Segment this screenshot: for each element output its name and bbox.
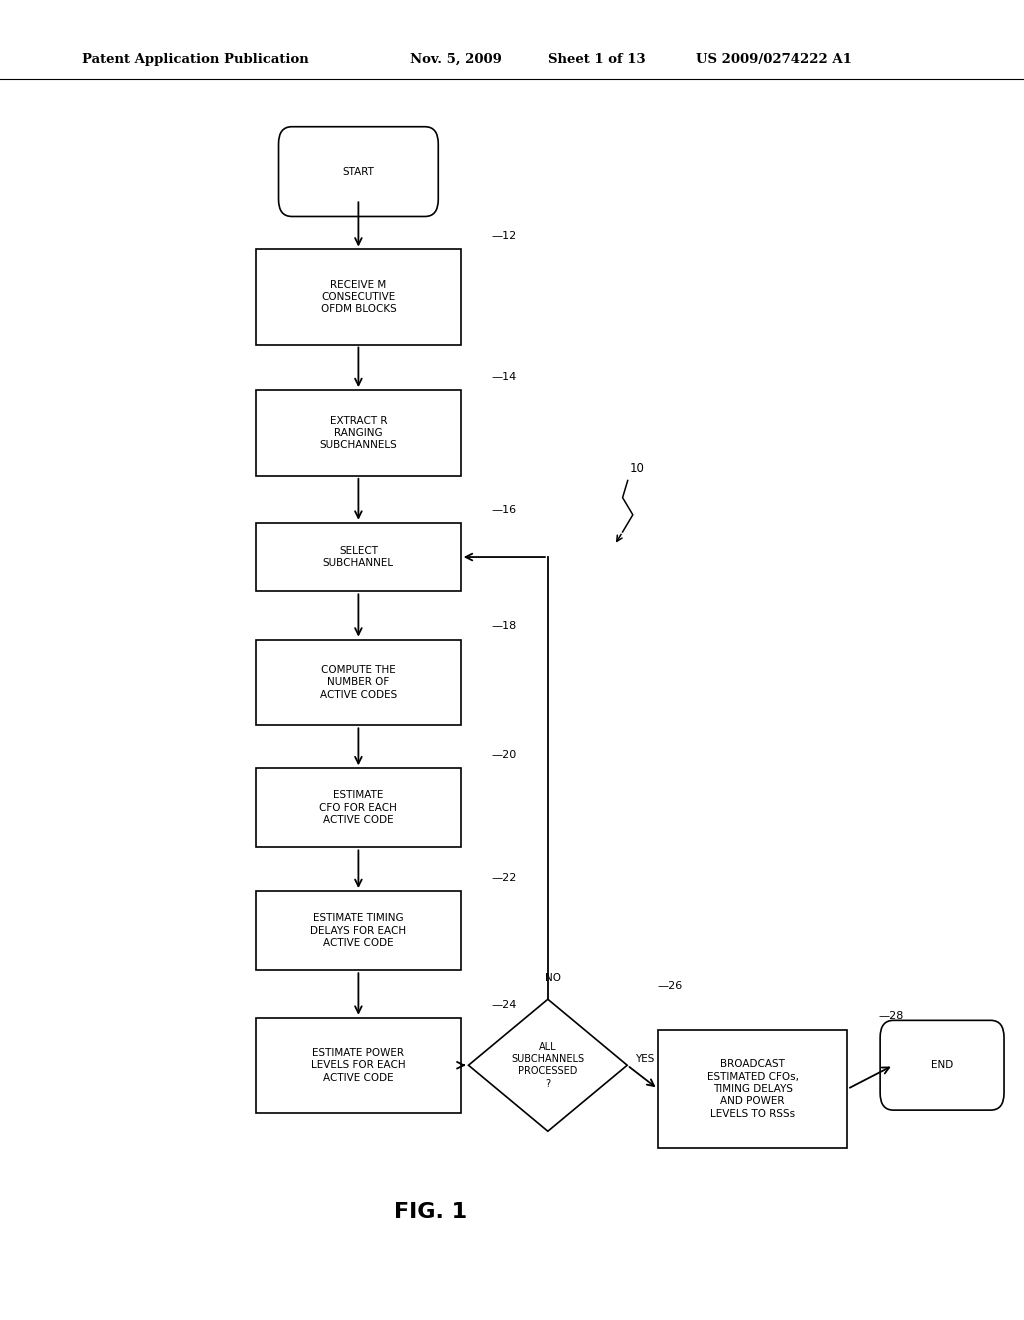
Bar: [256, 768, 461, 847]
Bar: [657, 1030, 847, 1148]
Text: —26: —26: [658, 981, 683, 991]
Bar: [256, 891, 461, 970]
Text: US 2009/0274222 A1: US 2009/0274222 A1: [696, 53, 852, 66]
Text: END: END: [931, 1060, 953, 1071]
Text: SELECT
SUBCHANNEL: SELECT SUBCHANNEL: [323, 546, 394, 568]
Text: BROADCAST
ESTIMATED CFOs,
TIMING DELAYS
AND POWER
LEVELS TO RSSs: BROADCAST ESTIMATED CFOs, TIMING DELAYS …: [707, 1059, 799, 1119]
Polygon shape: [469, 999, 627, 1131]
Text: FIG. 1: FIG. 1: [393, 1201, 467, 1222]
Text: YES: YES: [635, 1053, 654, 1064]
Text: Sheet 1 of 13: Sheet 1 of 13: [548, 53, 645, 66]
Text: Patent Application Publication: Patent Application Publication: [82, 53, 308, 66]
Text: ESTIMATE TIMING
DELAYS FOR EACH
ACTIVE CODE: ESTIMATE TIMING DELAYS FOR EACH ACTIVE C…: [310, 913, 407, 948]
Text: ESTIMATE
CFO FOR EACH
ACTIVE CODE: ESTIMATE CFO FOR EACH ACTIVE CODE: [319, 791, 397, 825]
Text: START: START: [342, 166, 375, 177]
Text: EXTRACT R
RANGING
SUBCHANNELS: EXTRACT R RANGING SUBCHANNELS: [319, 416, 397, 450]
Bar: [256, 639, 461, 726]
Text: NO: NO: [545, 973, 561, 983]
Text: —18: —18: [492, 622, 517, 631]
Text: —28: —28: [879, 1011, 903, 1022]
Text: Nov. 5, 2009: Nov. 5, 2009: [410, 53, 502, 66]
Text: —22: —22: [492, 873, 517, 883]
Text: ESTIMATE POWER
LEVELS FOR EACH
ACTIVE CODE: ESTIMATE POWER LEVELS FOR EACH ACTIVE CO…: [311, 1048, 406, 1082]
Text: 10: 10: [630, 462, 645, 475]
Text: —24: —24: [492, 999, 517, 1010]
Bar: [256, 249, 461, 345]
FancyBboxPatch shape: [881, 1020, 1004, 1110]
Bar: [256, 1018, 461, 1113]
Text: COMPUTE THE
NUMBER OF
ACTIVE CODES: COMPUTE THE NUMBER OF ACTIVE CODES: [319, 665, 397, 700]
FancyBboxPatch shape: [279, 127, 438, 216]
Text: —20: —20: [492, 750, 517, 760]
Text: —12: —12: [492, 231, 517, 242]
Bar: [256, 523, 461, 591]
Bar: [256, 389, 461, 475]
Text: RECEIVE M
CONSECUTIVE
OFDM BLOCKS: RECEIVE M CONSECUTIVE OFDM BLOCKS: [321, 280, 396, 314]
Text: ALL
SUBCHANNELS
PROCESSED
?: ALL SUBCHANNELS PROCESSED ?: [511, 1041, 585, 1089]
Text: —16: —16: [492, 504, 517, 515]
Text: —14: —14: [492, 372, 517, 381]
